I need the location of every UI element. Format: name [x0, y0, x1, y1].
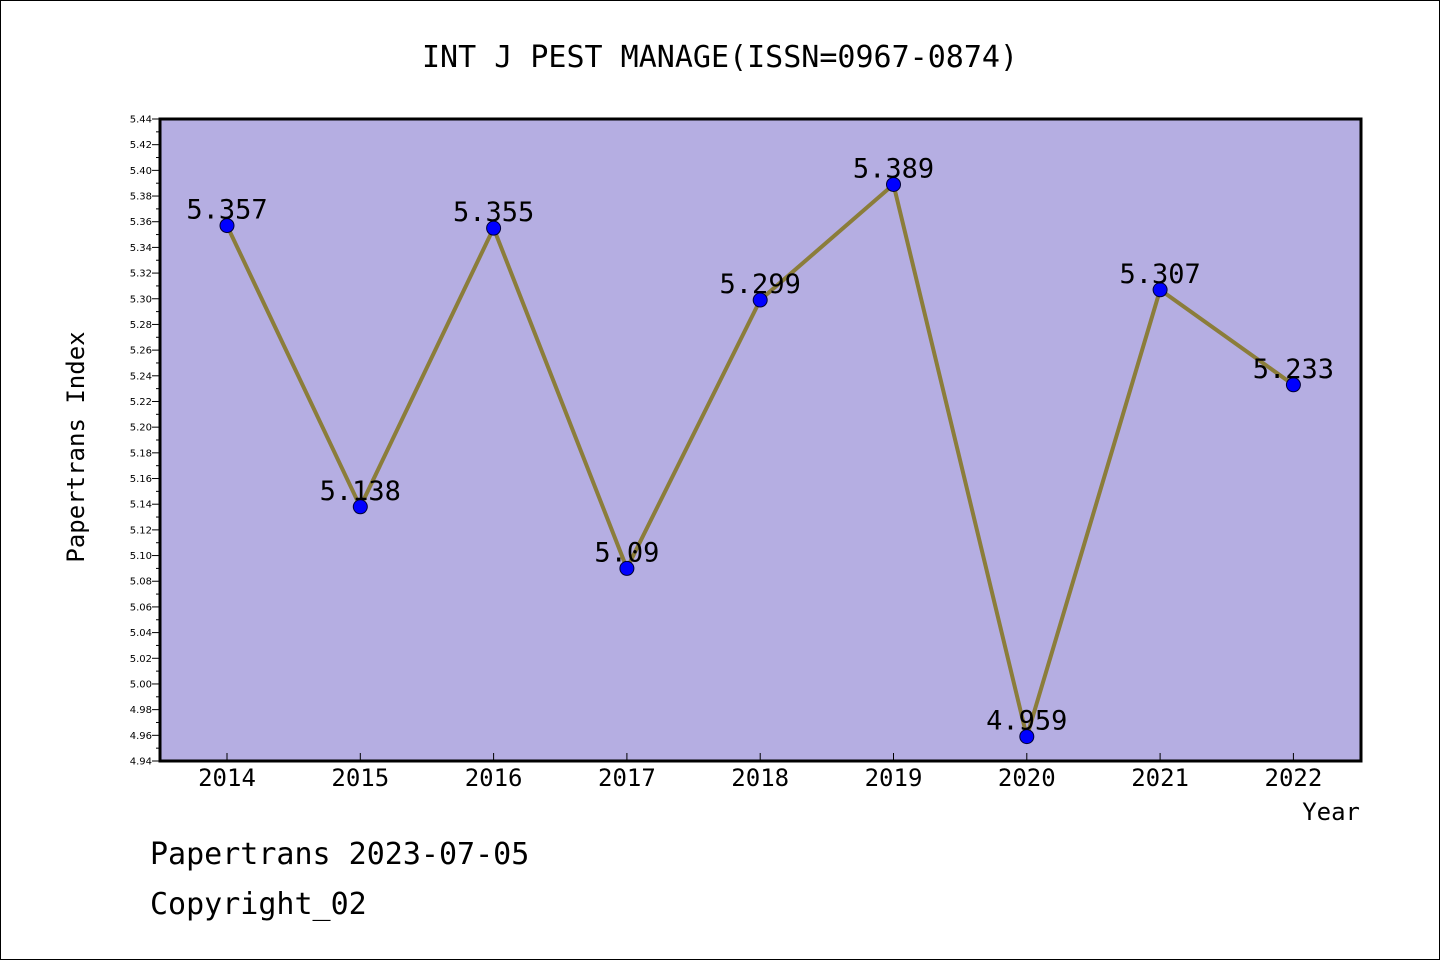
y-tick-label: 5.32	[130, 269, 152, 280]
data-label: 5.233	[1253, 354, 1334, 385]
y-tick-label: 5.24	[130, 371, 152, 382]
x-tick-label: 2021	[1131, 764, 1189, 792]
data-point	[1285, 377, 1301, 393]
data-point	[1019, 729, 1035, 745]
y-tick-label: 5.44	[130, 115, 152, 126]
y-tick-label: 5.16	[130, 474, 152, 485]
x-axis: 2014 2015 2016 2017 2018 2019 2020 2021 2022	[198, 753, 1322, 792]
y-tick-label: 5.26	[130, 346, 152, 357]
data-point	[219, 218, 235, 234]
y-tick-label: 5.42	[130, 140, 152, 151]
chart-title: INT J PEST MANAGE(ISSN=0967-0874)	[422, 40, 1018, 75]
y-tick-label: 5.10	[130, 551, 152, 562]
x-tick-label: 2022	[1265, 764, 1323, 792]
y-axis-label: Papertrans Index	[62, 331, 90, 562]
data-point	[1152, 282, 1168, 298]
y-tick-label: 5.02	[130, 654, 152, 665]
footer-copyright: Copyright_02	[150, 887, 367, 922]
data-labels: 5.357 5.138 5.355 5.09 5.299 5.389 4.959 5.307 5…	[186, 153, 1334, 736]
data-label: 5.357	[186, 195, 267, 226]
x-tick-label: 2019	[865, 764, 923, 792]
x-tick-label: 2018	[731, 764, 789, 792]
data-label: 5.09	[594, 537, 659, 568]
y-tick-label: 5.38	[130, 192, 152, 203]
data-point	[752, 292, 768, 308]
data-label: 5.355	[453, 197, 534, 228]
y-tick-label: 5.40	[130, 166, 152, 177]
y-tick-label: 5.18	[130, 448, 152, 459]
data-label: 5.389	[853, 153, 934, 184]
y-tick-label: 5.00	[130, 679, 152, 690]
y-tick-label: 5.28	[130, 320, 152, 331]
y-tick-label: 4.96	[130, 731, 152, 742]
y-tick-label: 5.34	[130, 243, 152, 254]
y-tick-label: 4.94	[130, 757, 152, 768]
data-point	[352, 499, 368, 515]
footer-date: Papertrans 2023-07-05	[150, 837, 529, 872]
y-tick-label: 5.06	[130, 602, 152, 613]
plot-border	[158, 117, 1363, 763]
data-point	[486, 220, 502, 236]
y-tick-label: 4.98	[130, 705, 152, 716]
y-tick-label: 5.30	[130, 294, 152, 305]
x-tick-label: 2015	[331, 764, 389, 792]
data-label: 5.138	[320, 476, 401, 507]
plot-area	[160, 119, 1361, 761]
data-markers	[219, 176, 1301, 745]
y-tick-label: 5.36	[130, 217, 152, 228]
x-tick-label: 2020	[998, 764, 1056, 792]
y-tick-label: 5.04	[130, 628, 152, 639]
data-label: 5.307	[1119, 259, 1200, 290]
data-point	[886, 176, 901, 192]
x-tick-label: 2016	[465, 764, 523, 792]
y-axis: 4.94 4.96 4.98 5.00 5.02 5.04 5.06 5.08 5.10 5.12…	[130, 115, 160, 768]
data-label: 4.959	[986, 706, 1067, 737]
y-tick-label: 5.22	[130, 397, 152, 408]
data-label: 5.299	[720, 269, 801, 300]
y-tick-label: 5.14	[130, 500, 152, 511]
y-tick-label: 5.08	[130, 577, 152, 588]
x-axis-label: Year	[1302, 798, 1360, 826]
x-tick-label: 2017	[598, 764, 656, 792]
y-tick-label: 5.20	[130, 423, 152, 434]
y-tick-label: 5.12	[130, 525, 152, 536]
x-tick-label: 2014	[198, 764, 256, 792]
data-point	[619, 560, 635, 576]
